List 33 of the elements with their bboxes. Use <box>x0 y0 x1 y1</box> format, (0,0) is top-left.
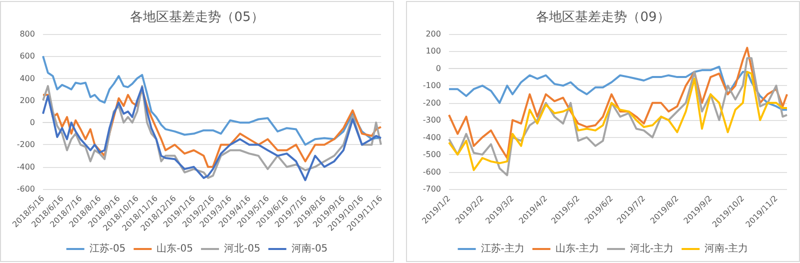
legend-label: 山东-05 <box>156 242 194 254</box>
line-series <box>448 70 788 172</box>
y-tick-label: -200 <box>16 140 35 150</box>
y-tick-label: -700 <box>422 184 441 194</box>
y-tick-label: 600 <box>20 52 35 61</box>
y-tick-label: -600 <box>16 184 35 194</box>
y-tick-label: 800 <box>20 30 35 38</box>
y-tick-label: -600 <box>422 167 441 176</box>
legend-label: 河南-主力 <box>704 242 748 254</box>
legend-label: 河北-05 <box>224 242 260 254</box>
y-tick-label: -300 <box>422 116 441 125</box>
y-tick-label: -500 <box>422 150 441 160</box>
y-tick-label: -400 <box>422 132 441 142</box>
y-tick-label: 0 <box>30 118 35 128</box>
y-tick-label: 0 <box>436 64 441 73</box>
legend-label: 江苏-主力 <box>480 242 524 254</box>
y-tick-label: -100 <box>422 81 441 90</box>
y-tick-label: -200 <box>422 98 441 108</box>
y-tick-label: 200 <box>20 96 35 105</box>
line-series <box>448 46 788 159</box>
legend-label: 山东-主力 <box>555 242 599 254</box>
legend-label: 河北-主力 <box>630 242 674 254</box>
line-series <box>42 55 382 146</box>
line-series <box>448 66 788 111</box>
y-tick-label: 100 <box>426 46 441 56</box>
y-tick-label: 400 <box>20 74 35 83</box>
y-tick-label: -400 <box>16 162 35 172</box>
line-series <box>448 57 788 176</box>
chart-title: 各地区基差走势（09） <box>536 10 670 25</box>
legend-label: 江苏-05 <box>89 242 126 254</box>
legend-label: 河南-05 <box>291 242 328 254</box>
y-tick-label: 200 <box>426 30 441 38</box>
chart-title: 各地区基差走势（05） <box>130 10 264 25</box>
